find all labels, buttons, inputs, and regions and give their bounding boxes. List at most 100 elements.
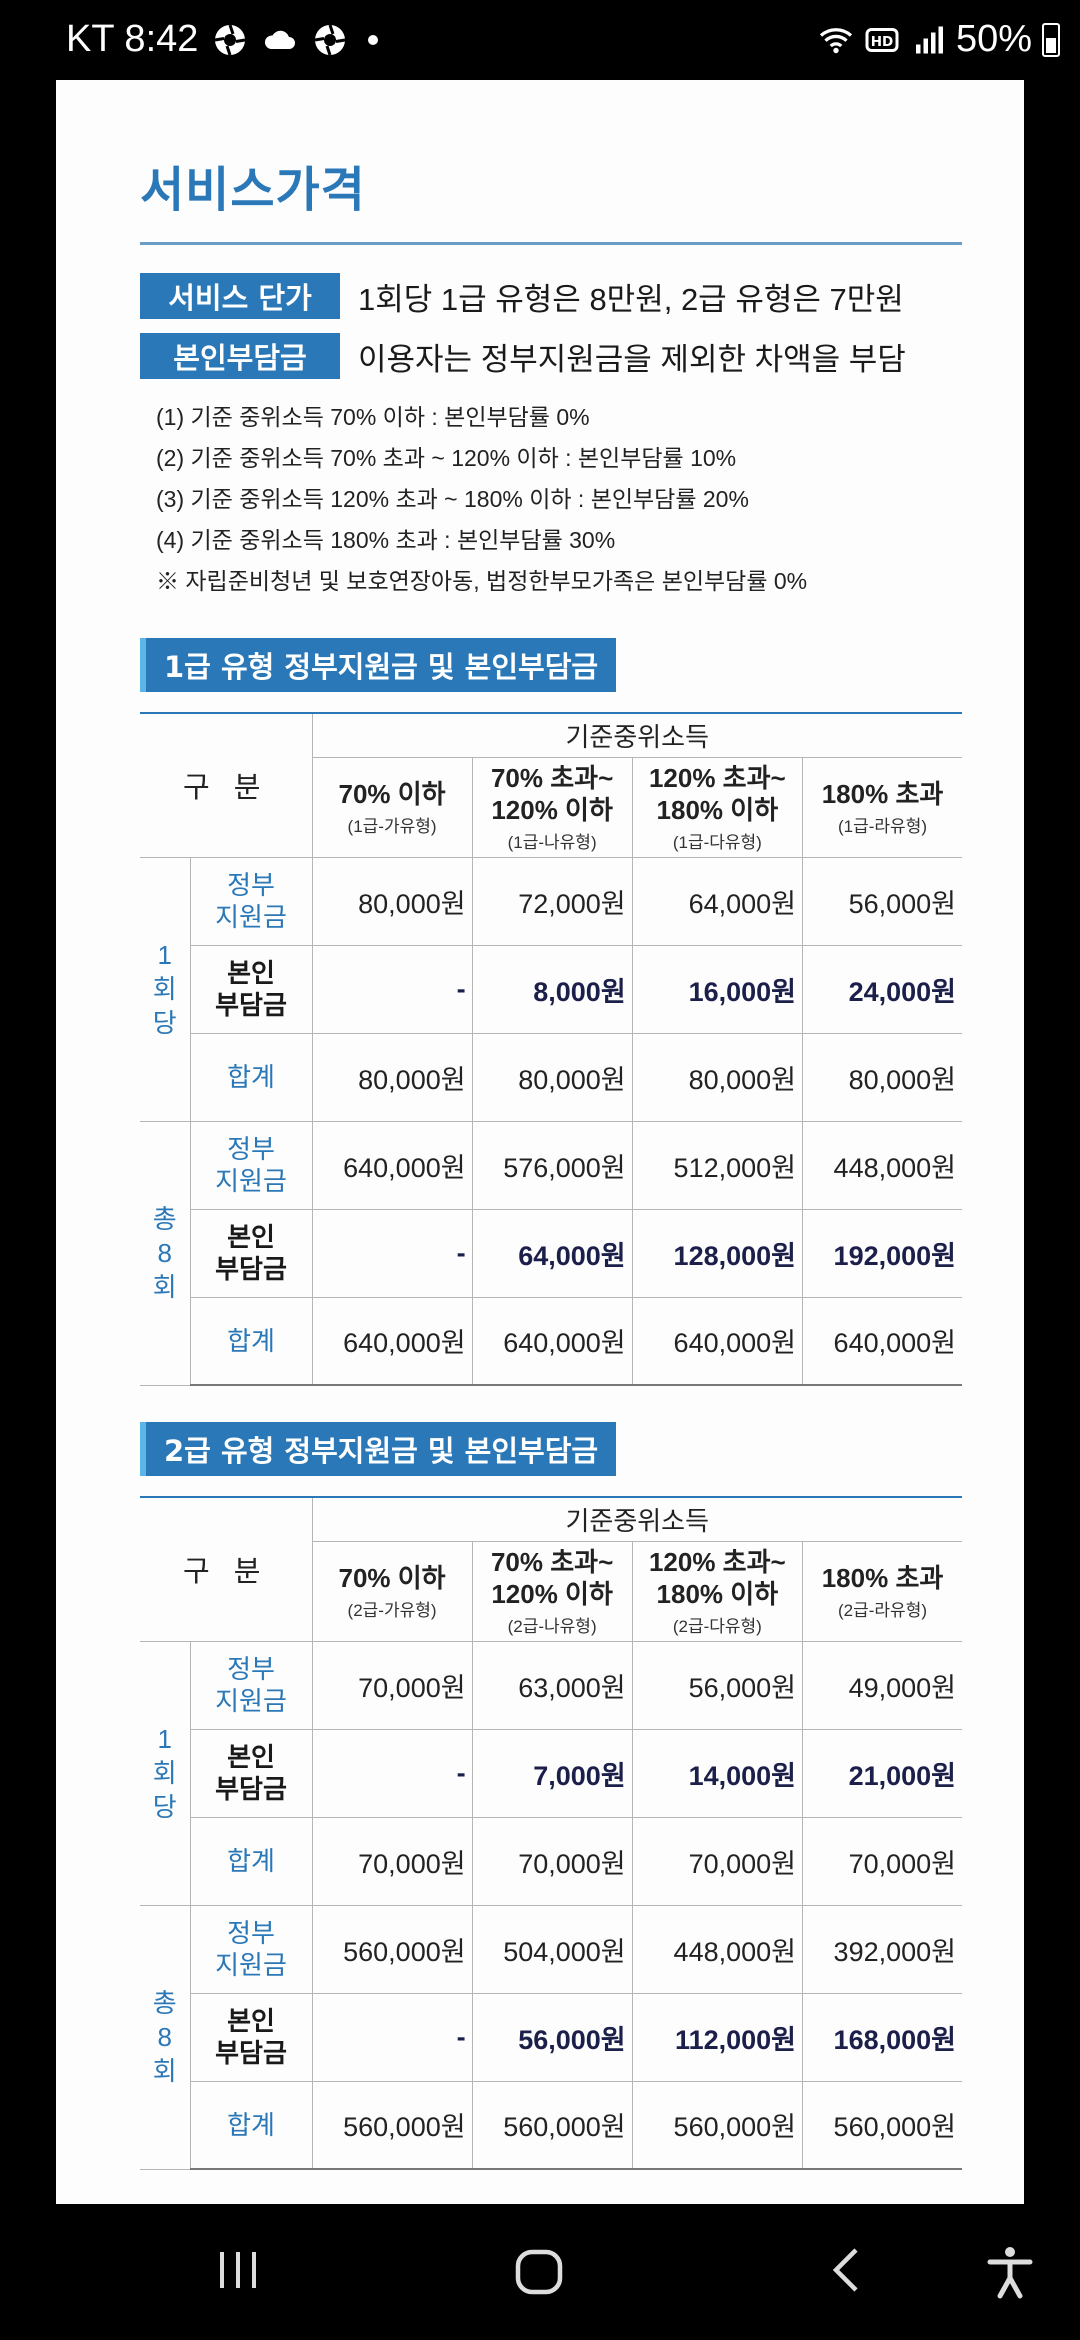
table-cell: - (312, 1209, 473, 1298)
table1: 구 분 기준중위소득 70% 이하 (1급-가유형) 70% 초과~ 120% 이하… (140, 712, 962, 1386)
svg-text:HD: HD (871, 34, 894, 50)
table-cell: 448,000원 (802, 1121, 962, 1210)
table-cell: 576,000원 (472, 1121, 633, 1210)
table-cell: 560,000원 (472, 2081, 633, 2170)
page-title: 서비스가격 (140, 162, 366, 218)
col-header: 70% 이하 (1급-가유형) (312, 757, 473, 858)
col-header: 120% 초과~ 180% 이하 (2급-다유형) (632, 1541, 804, 1642)
table-cell: 8,000원 (472, 945, 633, 1034)
gubun-header: 구 분 (140, 712, 313, 858)
table-cell: 640,000원 (312, 1297, 473, 1386)
col-header-sub: (2급-다유형) (672, 1616, 762, 1636)
table-cell: 640,000원 (312, 1121, 473, 1210)
title-divider (140, 242, 962, 245)
note-item: ※ 자립준비청년 및 보호연장아동, 법정한부모가족은 본인부담률 0% (156, 568, 808, 594)
table-cell: 192,000원 (802, 1209, 962, 1298)
table-cell: 560,000원 (802, 2081, 962, 2170)
table-cell: - (312, 945, 473, 1034)
table-cell: 56,000원 (802, 857, 962, 946)
battery-percent: 50% (955, 18, 1032, 60)
col-header-sub: (1급-라유형) (838, 816, 927, 836)
col-header-main2: 180% 이하 (656, 794, 779, 825)
table-cell: 56,000원 (632, 1641, 804, 1730)
col-header-sub: (2급-나유형) (507, 1616, 597, 1636)
self-pay-tag: 본인부담금 (140, 333, 340, 379)
document-image[interactable]: 서비스가격 서비스 단가 1회당 1급 유형은 8만원, 2급 유형은 7만원 … (56, 80, 1024, 2204)
battery-icon (1042, 22, 1060, 57)
table-cell: 24,000원 (802, 945, 962, 1034)
carrier-time: KT 8:42 (66, 18, 199, 60)
self-pay-row: 본인부담금 이용자는 정부지원금을 제외한 차액을 부담 (140, 333, 960, 379)
gov-support-label: 정부 지원금 (190, 1121, 313, 1210)
col-header: 120% 초과~ 180% 이하 (1급-다유형) (632, 757, 804, 858)
col-header-main: 70% 초과~ (490, 1546, 614, 1577)
table1-section-title: 1급 유형 정부지원금 및 본인부담금 (140, 638, 617, 692)
col-header: 70% 초과~ 120% 이하 (2급-나유형) (472, 1541, 633, 1642)
col-header-sub: (1급-가유형) (347, 816, 437, 836)
table-cell: 21,000원 (802, 1729, 962, 1818)
service-price-row: 서비스 단가 1회당 1급 유형은 8만원, 2급 유형은 7만원 (140, 273, 960, 319)
table-cell: 64,000원 (472, 1209, 633, 1298)
status-left: KT 8:42 (66, 18, 379, 61)
col-header: 180% 초과 (1급-라유형) (802, 757, 962, 858)
table-cell: 56,000원 (472, 1993, 633, 2082)
table-cell: 504,000원 (472, 1905, 633, 1994)
table-cell: 392,000원 (802, 1905, 962, 1994)
table-cell: 70,000원 (632, 1817, 804, 1906)
aperture-icon (215, 24, 246, 55)
table-cell: 80,000원 (802, 1033, 962, 1122)
table-cell: 14,000원 (632, 1729, 804, 1818)
table-cell: 64,000원 (632, 857, 804, 946)
col-header-sub: (2급-가유형) (347, 1600, 437, 1620)
table-cell: 16,000원 (632, 945, 804, 1034)
table-cell: 128,000원 (632, 1209, 804, 1298)
sum-label: 합계 (190, 1297, 313, 1386)
table-cell: 80,000원 (472, 1033, 633, 1122)
service-price-tag: 서비스 단가 (140, 273, 340, 319)
col-header-main: 70% 초과~ (490, 762, 614, 793)
self-pay-label: 본인 부담금 (190, 1729, 313, 1818)
table-cell: 72,000원 (472, 857, 633, 946)
col-header-main: 120% 초과~ (648, 1546, 786, 1577)
table-cell: 80,000원 (312, 857, 473, 946)
table-cell: 168,000원 (802, 1993, 962, 2082)
recent-apps-icon[interactable] (212, 2244, 264, 2296)
col-header-sub: (1급-나유형) (507, 832, 597, 852)
table-cell: 70,000원 (312, 1641, 473, 1730)
home-icon[interactable] (512, 2244, 568, 2300)
hd-voice-icon: HD (865, 27, 899, 52)
table-cell: 112,000원 (632, 1993, 804, 2082)
col-header-main: 70% 이하 (338, 778, 446, 809)
col-header-main: 180% 초과 (821, 1562, 944, 1593)
self-pay-label: 본인 부담금 (190, 945, 313, 1034)
table-cell: 70,000원 (312, 1817, 473, 1906)
note-item: (3) 기준 중위소득 120% 초과 ~ 180% 이하 : 본인부담률 20… (156, 486, 749, 512)
income-header: 기준중위소득 (312, 712, 962, 758)
table2-section-title: 2급 유형 정부지원금 및 본인부담금 (140, 1422, 617, 1476)
service-price-text: 1회당 1급 유형은 8만원, 2급 유형은 7만원 (358, 281, 904, 317)
sum-label: 합계 (190, 1817, 313, 1906)
table-cell: 512,000원 (632, 1121, 804, 1210)
table-cell: 49,000원 (802, 1641, 962, 1730)
note-item: (4) 기준 중위소득 180% 초과 : 본인부담률 30% (156, 527, 616, 553)
table-cell: 70,000원 (472, 1817, 633, 1906)
aperture-icon (315, 24, 346, 55)
table-cell: 448,000원 (632, 1905, 804, 1994)
table-cell: - (312, 1993, 473, 2082)
col-header-main2: 120% 이하 (491, 794, 613, 825)
table-cell: 560,000원 (632, 2081, 804, 2170)
col-header-main2: 120% 이하 (491, 1578, 613, 1609)
table2: 구 분 기준중위소득 70% 이하 (2급-가유형) 70% 초과~ 120% 이하… (140, 1496, 962, 2170)
notification-dot-icon (368, 34, 379, 45)
table-cell: 560,000원 (312, 2081, 473, 2170)
col-header: 180% 초과 (2급-라유형) (802, 1541, 962, 1642)
gov-support-label: 정부 지원금 (190, 1641, 313, 1730)
col-header-main2: 180% 이하 (656, 1578, 779, 1609)
navigation-bar (0, 2204, 1080, 2340)
accessibility-icon[interactable] (984, 2244, 1036, 2300)
gubun-header: 구 분 (140, 1496, 313, 1642)
rate-notes: (1) 기준 중위소득 70% 이하 : 본인부담률 0% (2) 기준 중위소… (156, 397, 960, 602)
back-icon[interactable] (822, 2244, 874, 2296)
